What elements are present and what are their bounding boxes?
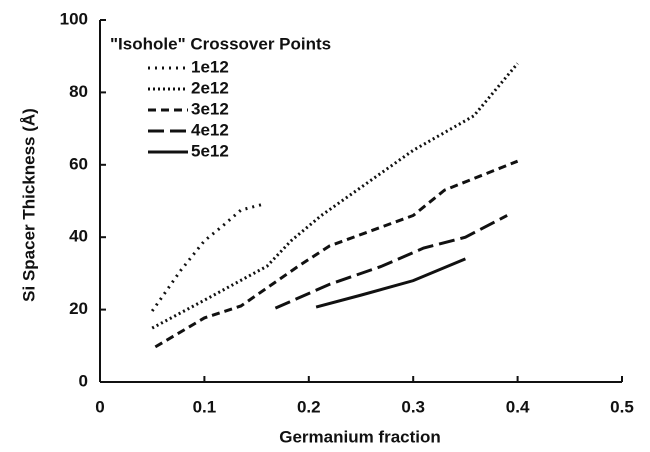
legend-label: 1e12 (191, 57, 229, 76)
x-tick-label: 0.5 (610, 397, 634, 416)
legend-label: 3e12 (191, 99, 229, 118)
x-tick-label: 0 (95, 397, 104, 416)
y-tick-label: 80 (69, 82, 88, 101)
legend-label: 2e12 (191, 78, 229, 97)
series-line (151, 62, 519, 330)
series-line (315, 257, 466, 309)
legend-label: 4e12 (191, 120, 229, 139)
series-line (150, 203, 263, 312)
y-tick-label: 40 (69, 227, 88, 246)
y-tick-label: 0 (79, 371, 88, 390)
x-axis-label: Germanium fraction (279, 427, 441, 446)
y-tick-label: 20 (69, 299, 88, 318)
x-tick-label: 0.1 (193, 397, 217, 416)
series-line (274, 214, 508, 310)
legend-label: 5e12 (191, 141, 229, 160)
x-tick-label: 0.2 (297, 397, 321, 416)
y-tick-label: 60 (69, 154, 88, 173)
series-line (154, 159, 519, 349)
y-tick-label: 100 (60, 9, 88, 28)
y-axis-label: Si Spacer Thickness (Å) (19, 108, 38, 302)
x-tick-label: 0.4 (506, 397, 530, 416)
legend-title: "Isohole" Crossover Points (110, 34, 331, 53)
x-tick-label: 0.3 (401, 397, 425, 416)
